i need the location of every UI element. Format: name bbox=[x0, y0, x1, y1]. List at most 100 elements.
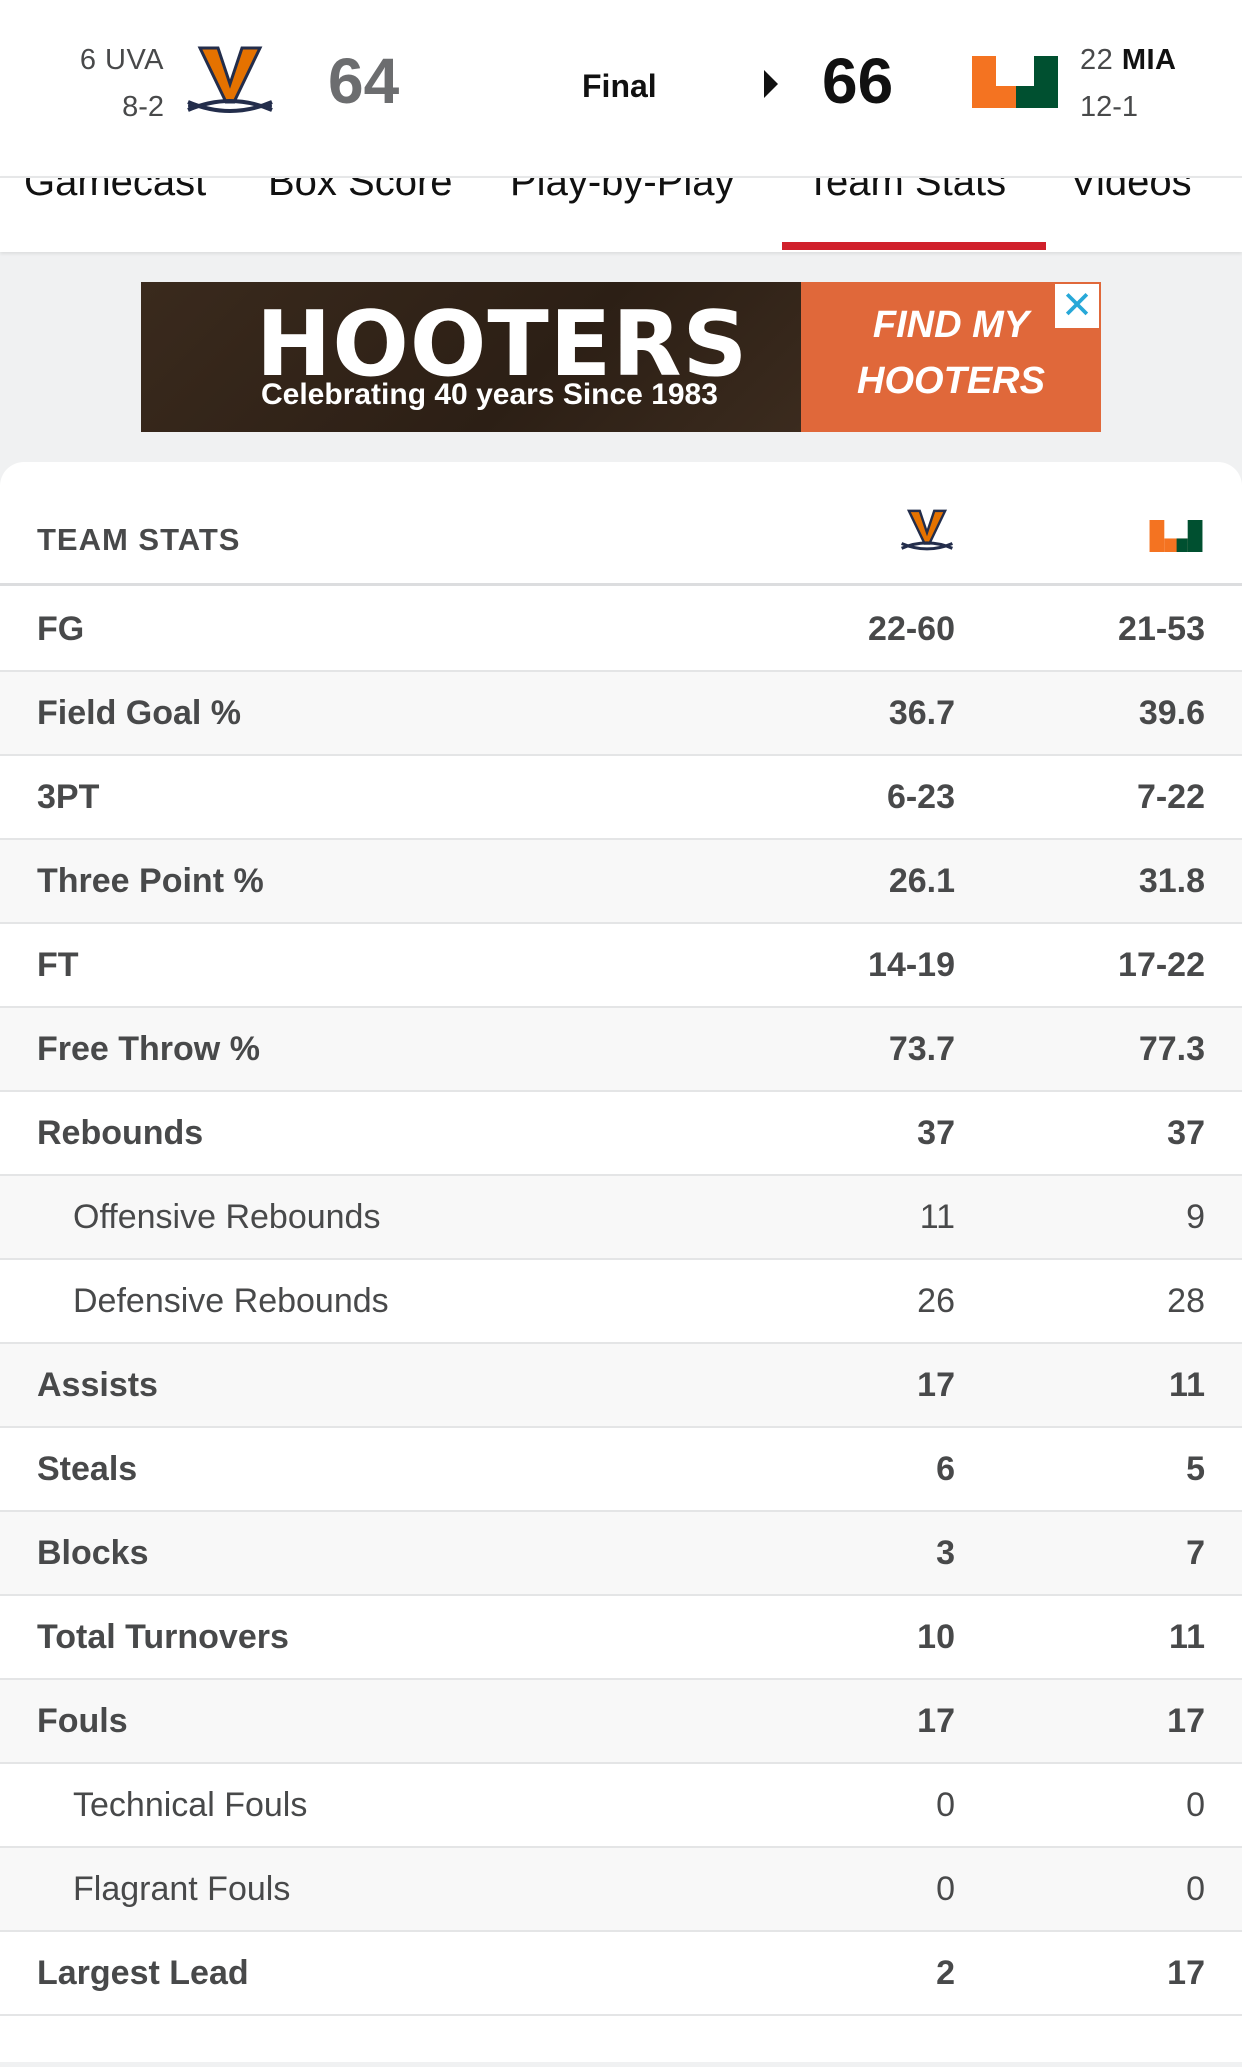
stat-row: Three Point % 26.1 31.8 bbox=[0, 840, 1242, 924]
home-stat-value: 39.6 bbox=[1138, 694, 1205, 732]
away-stat-value: 11 bbox=[919, 1198, 955, 1236]
home-stat-value: 17 bbox=[1167, 1702, 1205, 1740]
home-stat-value: 11 bbox=[1169, 1618, 1205, 1656]
away-team-rank: 6 bbox=[79, 44, 97, 76]
ad-cta-line2: HOOTERS bbox=[857, 360, 1045, 402]
stat-label: FG bbox=[37, 610, 85, 648]
team-stats-card: TEAM STATS FG 22-60 21-53 Field Goal % 36.7… bbox=[0, 462, 1242, 2062]
game-tabs: Gamecast Box Score Play-by-Play Team Sta… bbox=[0, 176, 1242, 252]
active-tab-indicator bbox=[782, 242, 1046, 250]
stat-row: Total Turnovers 10 11 bbox=[0, 1596, 1242, 1680]
home-team-info[interactable]: 22 MIA 12-1 bbox=[1080, 44, 1220, 124]
tab-videos[interactable]: Videos bbox=[1070, 176, 1192, 204]
stat-row: 3PT 6-23 7-22 bbox=[0, 756, 1242, 840]
tab-box-score[interactable]: Box Score bbox=[268, 176, 453, 204]
home-score: 66 bbox=[822, 45, 894, 117]
home-stat-value: 0 bbox=[1186, 1786, 1205, 1824]
uva-logo-icon[interactable] bbox=[182, 44, 278, 122]
away-stat-value: 6 bbox=[936, 1450, 955, 1488]
home-stat-value: 11 bbox=[1169, 1366, 1205, 1404]
stat-label: Technical Fouls bbox=[73, 1786, 308, 1824]
home-stat-value: 7-22 bbox=[1136, 778, 1205, 816]
stat-label: Total Turnovers bbox=[37, 1618, 289, 1656]
stat-row: FG 22-60 21-53 bbox=[0, 588, 1242, 672]
away-score: 64 bbox=[328, 45, 400, 117]
away-team-abbr: UVA bbox=[105, 44, 164, 76]
stat-row: Largest Lead 2 17 bbox=[0, 1932, 1242, 2016]
mia-logo-icon bbox=[1149, 520, 1203, 552]
stat-label: Defensive Rebounds bbox=[73, 1282, 389, 1320]
stat-label: Steals bbox=[37, 1450, 138, 1488]
stat-label: Rebounds bbox=[37, 1114, 204, 1152]
ad-brand-text: HOOTERS bbox=[256, 292, 749, 397]
stat-label: Flagrant Fouls bbox=[73, 1870, 291, 1908]
away-stat-value: 0 bbox=[936, 1786, 955, 1824]
stat-row: Rebounds 37 37 bbox=[0, 1092, 1242, 1176]
home-stat-value: 5 bbox=[1186, 1450, 1205, 1488]
stat-label: Blocks bbox=[37, 1534, 149, 1572]
away-team-rank-abbr: 6 UVA bbox=[64, 44, 164, 77]
winner-arrow-icon bbox=[764, 70, 778, 98]
away-stat-value: 36.7 bbox=[888, 694, 955, 732]
ad-banner[interactable]: HOOTERS Celebrating 40 years Since 1983 … bbox=[141, 282, 1101, 432]
away-stat-value: 26.1 bbox=[888, 862, 955, 900]
stat-row: Defensive Rebounds 26 28 bbox=[0, 1260, 1242, 1344]
home-stat-value: 31.8 bbox=[1138, 862, 1205, 900]
stat-row: Assists 17 11 bbox=[0, 1344, 1242, 1428]
home-team-abbr: MIA bbox=[1121, 44, 1177, 76]
tab-team-stats[interactable]: Team Stats bbox=[806, 176, 1007, 204]
stat-row: Flagrant Fouls 0 0 bbox=[0, 1848, 1242, 1932]
divider bbox=[0, 176, 1242, 178]
home-stat-value: 0 bbox=[1186, 1870, 1205, 1908]
stat-row: Technical Fouls 0 0 bbox=[0, 1764, 1242, 1848]
home-stat-value: 28 bbox=[1167, 1282, 1205, 1320]
stat-row: Free Throw % 73.7 77.3 bbox=[0, 1008, 1242, 1092]
stat-row: Field Goal % 36.7 39.6 bbox=[0, 672, 1242, 756]
stat-row: Fouls 17 17 bbox=[0, 1680, 1242, 1764]
stat-row: Offensive Rebounds 11 9 bbox=[0, 1176, 1242, 1260]
stat-row: Steals 6 5 bbox=[0, 1428, 1242, 1512]
away-team-record: 8-2 bbox=[122, 91, 164, 123]
home-team-record: 12-1 bbox=[1080, 91, 1139, 123]
home-team-rank-abbr: 22 MIA bbox=[1080, 44, 1220, 77]
away-stat-value: 6-23 bbox=[886, 778, 955, 816]
mia-logo-icon[interactable] bbox=[972, 56, 1058, 108]
away-stat-value: 37 bbox=[917, 1114, 955, 1152]
team-stats-table: FG 22-60 21-53 Field Goal % 36.7 39.6 3PT 6-2… bbox=[0, 588, 1242, 2016]
stat-row: FT 14-19 17-22 bbox=[0, 924, 1242, 1008]
away-stat-value: 17 bbox=[917, 1366, 955, 1404]
stat-row: Blocks 3 7 bbox=[0, 1512, 1242, 1596]
away-stat-value: 26 bbox=[917, 1282, 955, 1320]
away-stat-value: 0 bbox=[936, 1870, 955, 1908]
away-stat-value: 10 bbox=[917, 1618, 955, 1656]
stat-label: Largest Lead bbox=[37, 1954, 249, 1992]
home-stat-value: 7 bbox=[1186, 1534, 1205, 1572]
ad-cta-panel[interactable]: FIND MY HOOTERS bbox=[801, 282, 1101, 432]
away-team-info[interactable]: 6 UVA 8-2 bbox=[64, 44, 164, 124]
ad-brand-panel[interactable]: HOOTERS Celebrating 40 years Since 1983 bbox=[141, 282, 801, 432]
home-stat-value: 77.3 bbox=[1138, 1030, 1205, 1068]
stat-label: FT bbox=[37, 946, 79, 984]
team-stats-header: TEAM STATS bbox=[0, 462, 1242, 586]
stat-label: Assists bbox=[37, 1366, 158, 1404]
tab-play-by-play[interactable]: Play-by-Play bbox=[510, 176, 735, 204]
team-stats-title: TEAM STATS bbox=[37, 522, 241, 557]
home-stat-value: 9 bbox=[1186, 1198, 1205, 1236]
stat-label: Fouls bbox=[37, 1702, 128, 1740]
ad-close-icon[interactable]: ✕ bbox=[1055, 284, 1099, 328]
uva-logo-icon bbox=[901, 509, 953, 551]
ad-cta-line1: FIND MY bbox=[872, 304, 1030, 346]
home-stat-value: 37 bbox=[1167, 1114, 1205, 1152]
tab-gamecast[interactable]: Gamecast bbox=[24, 176, 207, 204]
away-stat-value: 14-19 bbox=[868, 946, 955, 984]
home-stat-value: 17 bbox=[1167, 1954, 1205, 1992]
home-team-rank: 22 bbox=[1080, 44, 1114, 76]
ad-tagline: Celebrating 40 years Since 1983 bbox=[261, 378, 718, 411]
stat-label: Free Throw % bbox=[37, 1030, 260, 1068]
home-stat-value: 17-22 bbox=[1118, 946, 1205, 984]
away-stat-value: 73.7 bbox=[888, 1030, 955, 1068]
home-stat-value: 21-53 bbox=[1118, 610, 1205, 648]
stat-label: 3PT bbox=[37, 778, 100, 816]
game-status: Final bbox=[582, 68, 657, 104]
stat-label: Offensive Rebounds bbox=[73, 1198, 381, 1236]
